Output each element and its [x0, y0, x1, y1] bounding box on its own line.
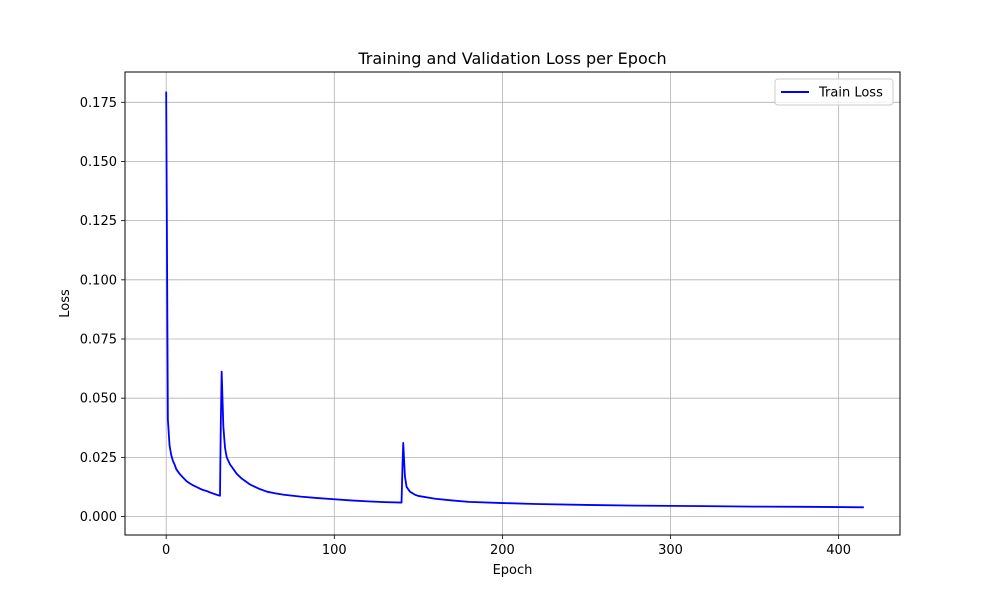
legend-label-train-loss: Train Loss: [818, 86, 883, 101]
x-tick-label: 0: [162, 543, 170, 558]
grid: [125, 72, 900, 535]
chart-title: Training and Validation Loss per Epoch: [357, 49, 666, 68]
x-axis-label: Epoch: [493, 563, 533, 578]
y-tick-label: 0.050: [80, 392, 117, 407]
x-tick-label: 400: [826, 543, 851, 558]
y-tick-label: 0.025: [80, 451, 117, 466]
y-tick-label: 0.075: [80, 333, 117, 348]
y-axis-label: Loss: [58, 289, 73, 318]
legend-box: [774, 78, 894, 106]
y-tick-label: 0.100: [80, 273, 117, 288]
y-tick-label: 0.000: [80, 510, 117, 525]
x-tick-label: 300: [658, 543, 683, 558]
x-tick-label: 100: [322, 543, 347, 558]
series-layer: [165, 91, 864, 509]
y-tick-label: 0.125: [80, 214, 117, 229]
series-line-train-loss: [165, 91, 864, 509]
legend: Train Loss: [774, 78, 894, 106]
plot-frame: [124, 71, 901, 536]
y-tick-label: 0.175: [80, 96, 117, 111]
ticks: 0 100 200 300 400 0.000 0.025 0.050 0.075 0.100 0.…: [80, 96, 851, 558]
y-tick-label: 0.150: [80, 155, 117, 170]
x-tick-label: 200: [490, 543, 515, 558]
